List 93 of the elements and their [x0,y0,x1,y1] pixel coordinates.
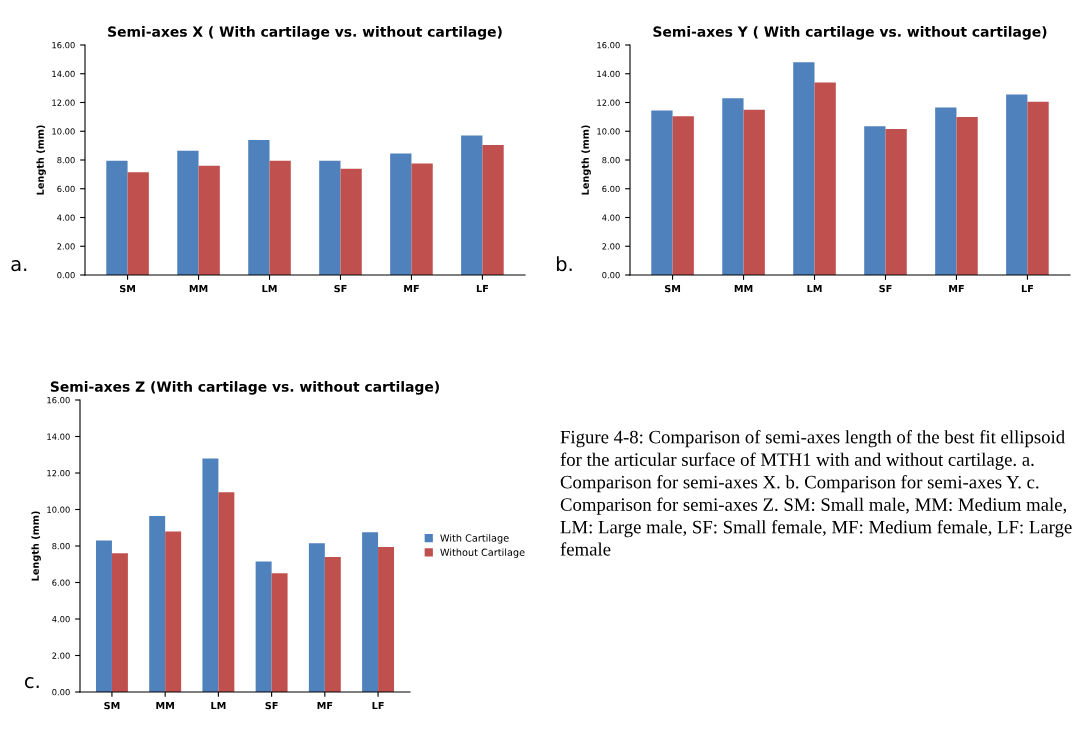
text: a. [11,260,27,272]
bar [255,561,272,692]
y-tick-label: 2.00 [52,652,70,659]
y-tick-label: 6.00 [602,185,620,193]
x-tick-label: MM [156,702,174,710]
y-axis-title: Length (mm) [31,511,41,581]
bar [956,116,978,275]
legend-label: Without Cartilage [440,548,525,558]
y-tick-label: 0.00 [52,688,70,696]
x-tick-label: LF [1021,285,1034,293]
y-tick-label: 0.00 [602,271,620,279]
y-tick-label: 2.00 [57,243,75,250]
y-tick-label: 4.00 [602,214,620,221]
x-tick-label: SM [104,701,120,710]
bar [722,98,744,275]
bar [340,168,362,275]
bar [793,62,815,275]
bar [95,540,112,692]
y-tick-label: 6.00 [52,579,70,586]
text: c. [24,677,39,689]
bar [743,109,765,275]
bar [269,160,291,275]
x-tick-label: MF [404,285,419,293]
x-tick-label: LM [807,285,822,293]
x-tick-label: SF [265,701,278,710]
y-tick-label: 12.00 [47,469,70,477]
x-tick-label: SM [664,284,681,293]
bar [149,515,166,692]
chart-title: Semi-axes Z (With cartilage vs. without cartilage) [50,381,439,395]
bar [127,172,149,275]
bar [935,107,957,275]
x-tick-label: MF [949,285,964,293]
x-tick-label: SM [119,284,136,293]
bar [308,543,325,692]
y-tick-label: 14.00 [52,70,75,78]
bar [482,144,504,275]
y-axis-title: Length (mm) [36,125,46,195]
y-tick-label: 10.00 [597,128,620,135]
bar [651,110,673,275]
bar [218,492,235,692]
x-tick-label: LF [372,702,384,710]
x-tick-label: SF [334,284,347,293]
y-axis-title: Length (mm) [581,125,591,195]
y-tick-label: 8.00 [52,542,70,550]
y-tick-label: 10.00 [47,506,70,513]
y-tick-label: 6.00 [57,185,75,193]
y-tick-label: 14.00 [597,70,620,78]
y-tick-label: 16.00 [47,396,70,404]
bar [885,129,907,275]
y-tick-label: 2.00 [602,243,620,250]
bar [319,160,341,275]
y-tick-label: 14.00 [47,433,70,440]
y-tick-label: 12.00 [52,99,75,106]
legend-label: With Cartilage [440,534,509,544]
chart-title: Semi-axes X ( With cartilage vs. without cartilage) [108,26,502,40]
bar [324,556,341,692]
x-tick-label: MF [317,702,333,710]
x-tick-label: LF [476,285,489,293]
y-tick-label: 8.00 [602,156,620,164]
bar [106,160,128,275]
bar [411,163,433,275]
bar [202,458,219,692]
y-tick-label: 16.00 [52,41,75,49]
y-tick-label: 4.00 [57,214,75,221]
caption: Figure 4-8: Comparison of semi-axes length of the best fit ellipsoid for the articular surface of MTH1 with and without cartilage. a. Comparison for semi-axes X. b. Comparison for semi-axes Y. c. Comparison for semi-axes Z. SM: Small male, MM: Medium male, LM: Large male, SF: Small female, MF: Medium female, LF: Large female [560,430,1072,556]
bar [362,532,379,692]
y-tick-label: 12.00 [597,99,620,106]
bar [814,82,836,275]
x-tick-label: MM [189,285,208,293]
bar [390,153,412,275]
bar [1027,101,1049,275]
bar [177,150,199,275]
bar [111,553,128,692]
y-tick-label: 16.00 [597,41,620,49]
bar [198,165,220,275]
bar [165,531,182,692]
y-tick-label: 4.00 [52,615,70,623]
bar [1006,94,1028,275]
chart-title: Semi-axes Y ( With cartilage vs. without cartilage) [653,26,1047,40]
y-tick-label: 10.00 [52,128,75,135]
x-tick-label: SF [879,284,892,293]
x-tick-label: LM [262,285,277,293]
text: b. [556,256,572,272]
bar [378,546,395,692]
x-tick-label: LM [211,702,226,710]
bar [461,135,483,275]
bar [248,139,270,275]
bar [864,126,886,275]
x-tick-label: MM [734,285,753,293]
y-tick-label: 8.00 [57,156,75,164]
y-tick-label: 0.00 [57,271,75,279]
bar [672,116,694,275]
bar [271,573,288,692]
